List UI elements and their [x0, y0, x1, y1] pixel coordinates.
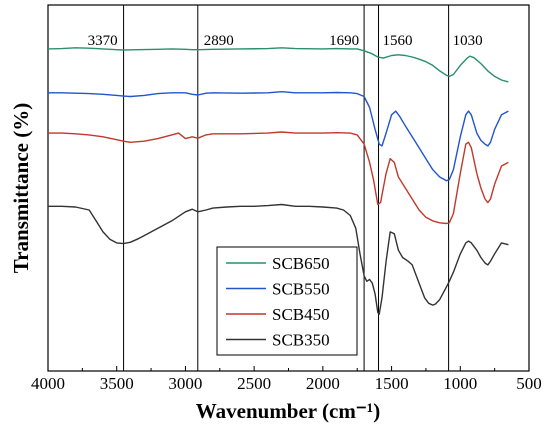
x-tick-label: 500 [516, 374, 542, 393]
x-axis-title: Wavenumber (cm⁻¹) [196, 399, 380, 423]
annotation-1030: 1030 [453, 33, 483, 49]
series-line-scb550 [48, 90, 509, 182]
x-axis-ticks: 4000 3500 3000 2500 2000 1500 1000 500 [31, 366, 542, 393]
x-tick-label: 1000 [443, 374, 477, 393]
legend: SCB650 SCB550 SCB450 SCB350 [216, 246, 358, 356]
annotation-1560: 1560 [383, 33, 413, 49]
annotation-1690: 1690 [329, 33, 359, 49]
legend-box [216, 246, 358, 356]
legend-label-scb650: SCB650 [272, 254, 330, 273]
y-axis-title: Transmittance (%) [9, 103, 33, 274]
legend-label-scb550: SCB550 [272, 280, 330, 299]
legend-label-scb450: SCB450 [272, 305, 330, 324]
series-layer [47, 47, 509, 315]
annotation-3370: 3370 [88, 33, 118, 49]
reference-lines: 3370 2890 1690 1560 1030 [88, 5, 483, 371]
x-tick-label: 3500 [100, 374, 134, 393]
x-tick-label: 2500 [237, 374, 271, 393]
x-tick-label: 2000 [306, 374, 340, 393]
legend-label-scb350: SCB350 [272, 331, 330, 350]
annotation-2890: 2890 [204, 33, 234, 49]
x-tick-label: 4000 [31, 374, 65, 393]
x-tick-label: 1500 [375, 374, 409, 393]
series-line-scb650 [47, 47, 509, 83]
series-line-scb350 [48, 203, 509, 315]
series-line-scb450 [48, 131, 509, 225]
x-tick-label: 3000 [168, 374, 202, 393]
